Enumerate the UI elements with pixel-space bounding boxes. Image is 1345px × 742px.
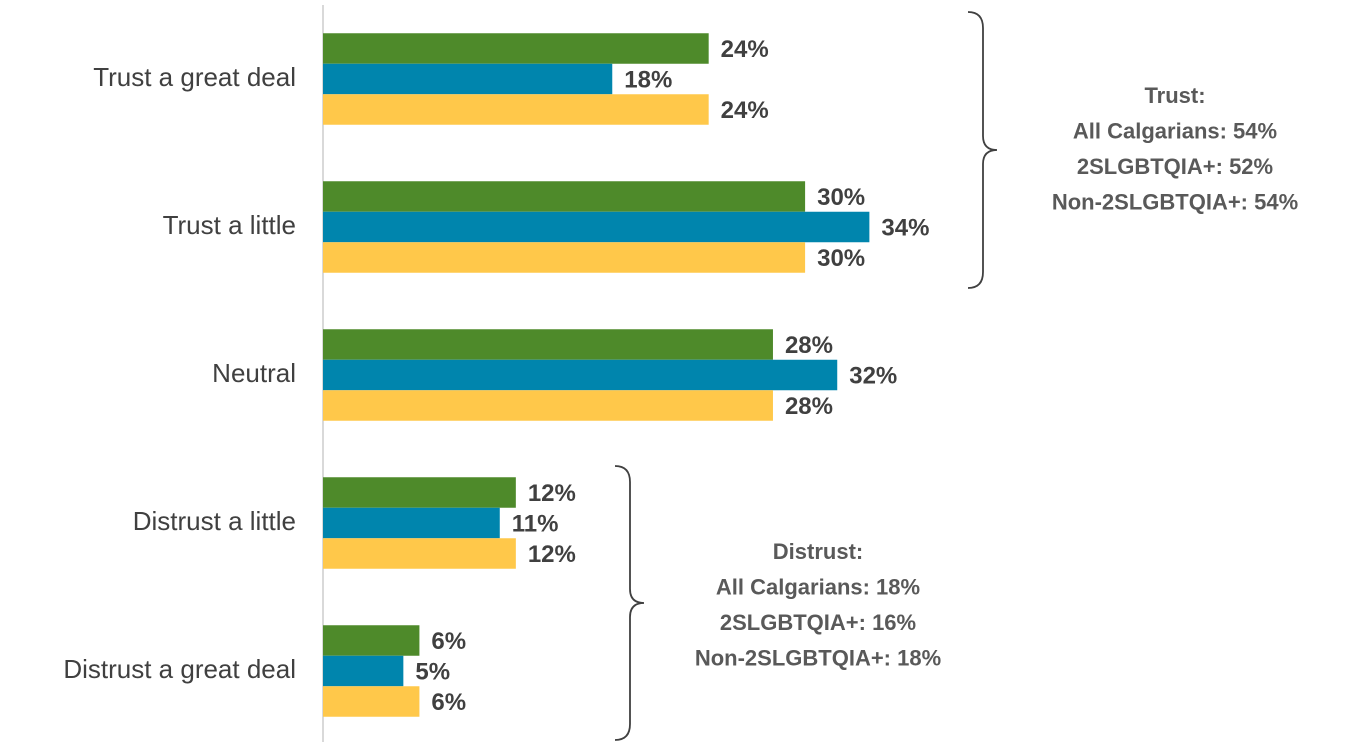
annotation: Trust: xyxy=(1144,83,1205,108)
annotation: Non-2SLGBTQIA+: 54% xyxy=(1052,189,1298,214)
value-label: 12% xyxy=(528,541,576,568)
value-label: 34% xyxy=(881,214,929,241)
value-label: 30% xyxy=(817,245,865,272)
bar xyxy=(323,63,613,95)
bar xyxy=(323,329,773,360)
value-label: 24% xyxy=(721,36,769,63)
value-label: 18% xyxy=(624,66,672,93)
category-label: Trust a great deal xyxy=(93,62,296,92)
category-label: Distrust a great deal xyxy=(63,654,296,684)
bar xyxy=(323,181,806,212)
annotation: All Calgarians: 54% xyxy=(1073,118,1277,143)
bar xyxy=(323,625,420,656)
bar xyxy=(323,507,500,539)
annotation: Distrust: xyxy=(773,539,863,564)
bar xyxy=(323,33,709,64)
value-label: 12% xyxy=(528,480,576,507)
bar xyxy=(323,211,870,243)
value-label: 5% xyxy=(415,658,450,685)
bar xyxy=(323,359,838,391)
annotation: All Calgarians: 18% xyxy=(716,574,920,599)
bar xyxy=(323,390,773,421)
annotation: 2SLGBTQIA+: 16% xyxy=(720,610,916,635)
value-label: 28% xyxy=(785,332,833,359)
value-label: 32% xyxy=(849,362,897,389)
bar xyxy=(323,538,516,569)
value-label: 28% xyxy=(785,393,833,420)
value-label: 30% xyxy=(817,184,865,211)
value-label: 11% xyxy=(512,510,559,537)
annotation: 2SLGBTQIA+: 52% xyxy=(1077,154,1273,179)
value-label: 6% xyxy=(431,628,466,655)
category-label: Neutral xyxy=(212,358,296,388)
bar xyxy=(323,686,420,717)
bar xyxy=(323,655,404,687)
bar xyxy=(323,242,806,273)
value-label: 24% xyxy=(721,97,769,124)
brace xyxy=(614,465,645,741)
annotation: Non-2SLGBTQIA+: 18% xyxy=(695,645,941,670)
bar xyxy=(323,477,516,508)
category-label: Trust a little xyxy=(163,210,296,240)
bar xyxy=(323,94,709,125)
brace xyxy=(967,11,998,289)
category-label: Distrust a little xyxy=(133,506,296,536)
value-label: 6% xyxy=(431,689,466,716)
